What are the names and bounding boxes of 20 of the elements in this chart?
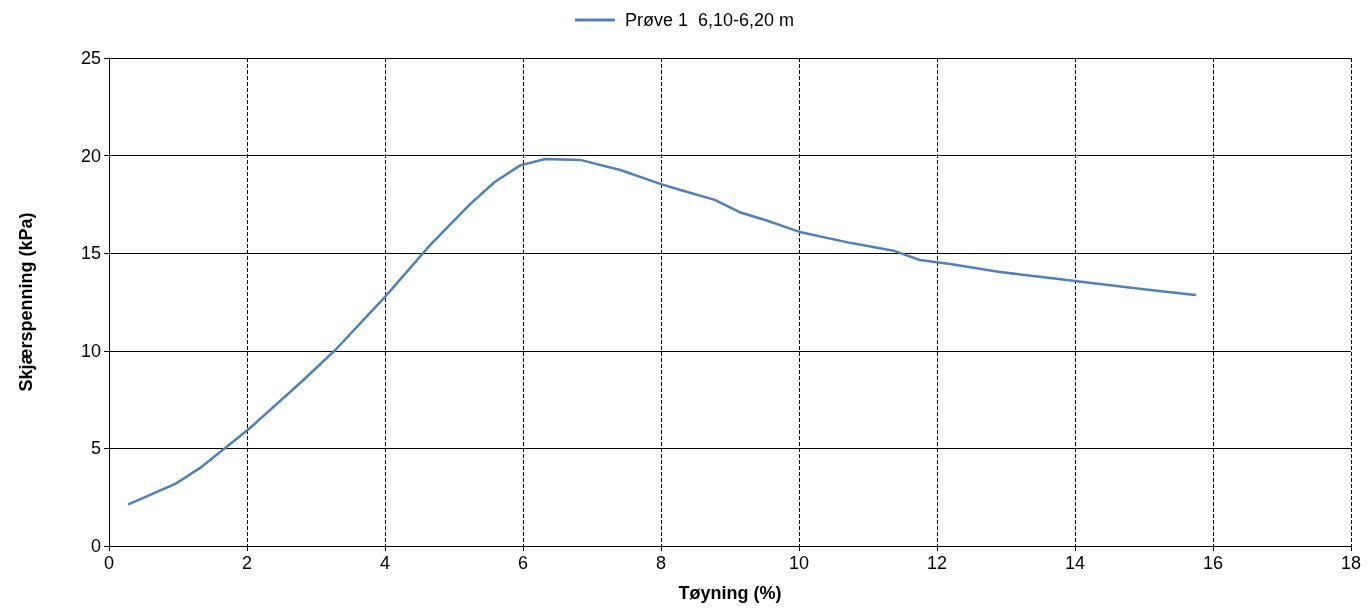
y-tick-label: 15	[80, 243, 101, 264]
x-tick-label: 14	[1064, 553, 1086, 573]
x-tick-label: 4	[379, 553, 391, 573]
x-tick-label: 2	[241, 553, 253, 573]
y-tick-label: 10	[80, 340, 101, 361]
y-axis-title: Skjærspenning (kPa)	[16, 212, 36, 392]
x-tick-label: 10	[788, 553, 810, 573]
legend-label: Prøve 1 6,10-6,20 m	[624, 10, 795, 30]
x-tick-label: 18	[1340, 553, 1362, 573]
y-tick-label: 25	[80, 48, 101, 68]
x-tick-label: 0	[103, 553, 115, 573]
line-series	[127, 157, 1197, 506]
x-tick-label: 6	[517, 553, 529, 573]
y-tick-label: 5	[90, 438, 101, 459]
x-tick-label: 16	[1202, 553, 1224, 573]
y-tick-label: 0	[90, 536, 101, 556]
x-tick-label: 8	[655, 553, 667, 573]
x-tick-label: 12	[926, 553, 948, 573]
y-tick-label: 20	[80, 145, 101, 166]
x-axis-title: Tøyning (%)	[678, 583, 782, 603]
